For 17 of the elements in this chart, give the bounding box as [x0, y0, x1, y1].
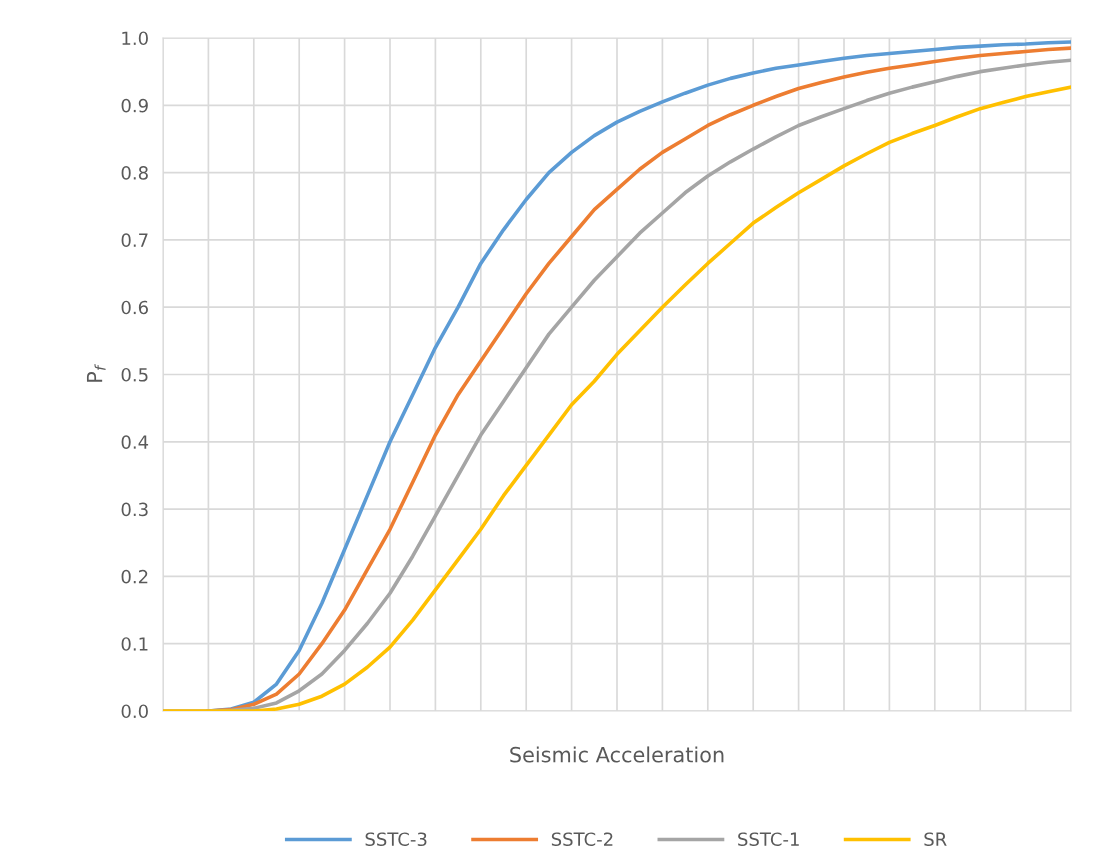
y-tick-label: 0.4 — [121, 435, 149, 449]
y-tick-label: 0.0 — [121, 704, 148, 719]
y-tick-label: 0.7 — [121, 233, 148, 248]
legend-label: SSTC-2 — [551, 832, 613, 847]
y-tick-label: 0.3 — [121, 502, 148, 517]
y-tick-label: 0.2 — [121, 569, 148, 584]
x-axis-title: Seismic Acceleration — [510, 746, 724, 763]
legend-label: SSTC-1 — [738, 832, 799, 847]
y-tick-label: 0.5 — [121, 367, 148, 382]
y-tick-label: 1.0 — [122, 31, 148, 46]
y-tick-label: 0.9 — [121, 98, 148, 113]
y-tick-label: 0.1 — [121, 637, 148, 651]
legend-label: SR — [924, 832, 947, 847]
legend-label: SSTC-3 — [365, 832, 427, 847]
y-axis-title: P$_{f}$ — [86, 364, 106, 382]
y-tick-label: 0.6 — [121, 300, 148, 315]
y-tick-label: 0.8 — [121, 166, 148, 180]
